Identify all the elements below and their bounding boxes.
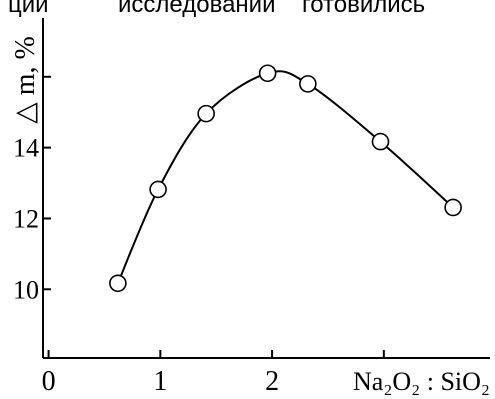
data-point — [299, 75, 317, 93]
page-text-word: ции — [8, 0, 49, 18]
y-tick-label: 14 — [13, 134, 39, 163]
data-point — [258, 64, 277, 83]
y-tick-label: 12 — [13, 204, 39, 233]
data-point — [197, 104, 215, 123]
x-tick-label: 0 — [42, 366, 56, 397]
y-tick-label: 10 — [13, 275, 39, 304]
page-text-word: готовились — [302, 0, 425, 18]
page-text: ции исследовании готовились — [8, 0, 425, 18]
data-point — [149, 180, 167, 199]
data-point — [109, 274, 127, 293]
page-text-word: исследовании — [118, 0, 275, 18]
y-axis-label: △ m, % — [10, 36, 41, 124]
fit-curve — [116, 70, 454, 284]
data-point — [371, 132, 390, 151]
x-tick-label: 1 — [153, 366, 167, 397]
data-point — [444, 198, 462, 217]
x-tick-label: 2 — [265, 366, 279, 397]
x-axis-label: Na₂O₂ : SiO₂ — [353, 367, 490, 396]
